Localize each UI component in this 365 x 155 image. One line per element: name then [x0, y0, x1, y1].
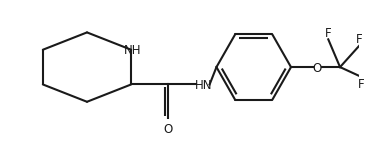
Text: NH: NH — [123, 44, 141, 57]
Text: F: F — [356, 33, 363, 46]
Text: F: F — [358, 78, 365, 91]
Text: F: F — [325, 27, 331, 40]
Text: HN: HN — [195, 79, 212, 92]
Text: O: O — [313, 62, 322, 75]
Text: O: O — [164, 123, 173, 136]
